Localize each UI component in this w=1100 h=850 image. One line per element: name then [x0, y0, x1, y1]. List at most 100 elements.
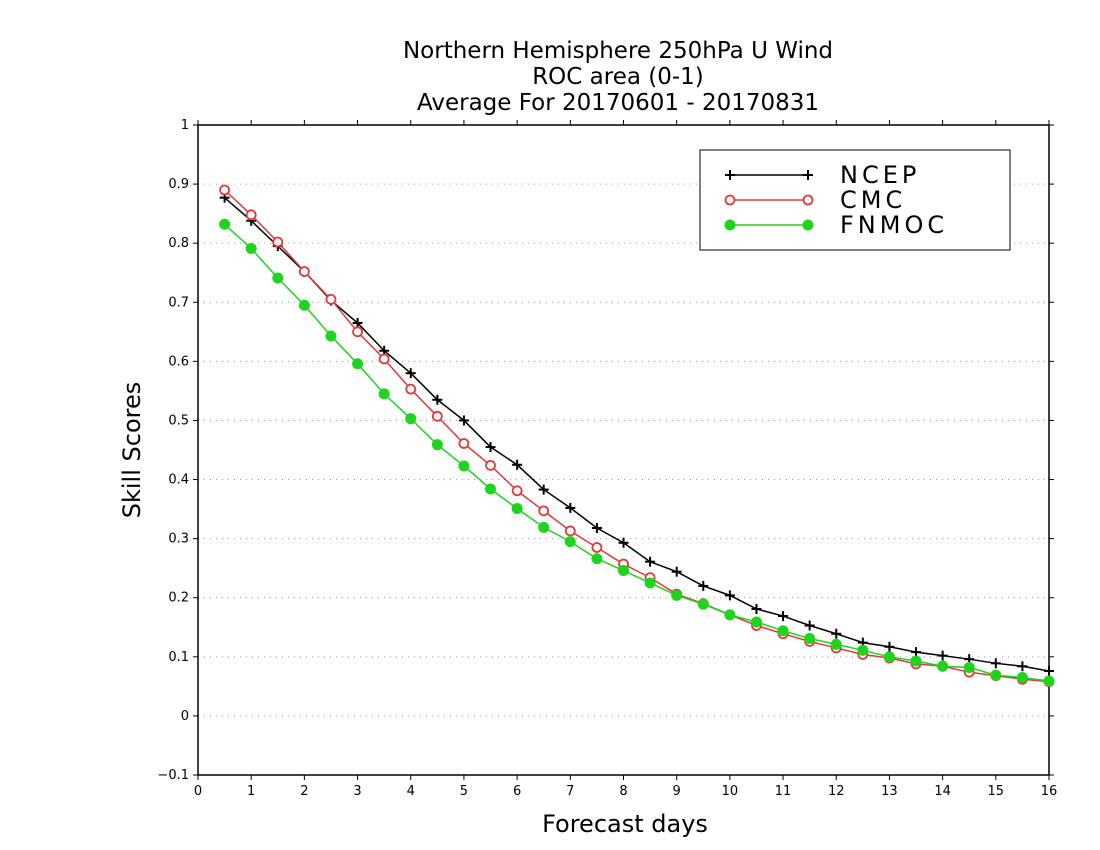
series-fnmoc: [219, 218, 1055, 687]
data-point-fnmoc: [671, 589, 683, 601]
data-point-fnmoc: [219, 218, 231, 230]
data-point-fnmoc: [963, 661, 975, 673]
x-tick-label: 9: [673, 784, 681, 799]
data-point-ncep: [538, 484, 549, 495]
y-axis-label: Skill Scores: [118, 382, 146, 519]
legend-marker-fnmoc: [724, 219, 736, 231]
data-point-ncep: [352, 317, 363, 328]
data-point-ncep: [591, 523, 602, 533]
x-tick-label: 4: [407, 784, 415, 799]
chart-title: Northern Hemisphere 250hPa U Wind ROC ar…: [403, 38, 833, 116]
data-point-cmc: [378, 353, 390, 365]
data-point-cmc: [458, 438, 470, 449]
y-tick-label: −0.1: [157, 768, 189, 783]
data-point-cmc: [431, 410, 443, 422]
series-lines: [219, 184, 1055, 688]
data-point-ncep: [751, 603, 762, 614]
legend-label-fnmoc: FNMOC: [840, 211, 948, 239]
data-point-cmc: [564, 525, 576, 537]
data-point-ncep: [884, 641, 895, 652]
data-point-cmc: [272, 236, 284, 248]
data-point-fnmoc: [378, 388, 390, 400]
legend-item-fnmoc: FNMOC: [724, 211, 948, 239]
data-point-ncep: [778, 611, 789, 622]
data-point-fnmoc: [777, 625, 789, 637]
data-point-fnmoc: [564, 536, 576, 548]
data-point-fnmoc: [591, 553, 603, 565]
data-point-ncep: [618, 537, 629, 548]
data-point-cmc: [298, 266, 310, 277]
data-point-ncep: [645, 556, 656, 567]
data-point-fnmoc: [298, 299, 310, 311]
legend-label-ncep: NCEP: [840, 161, 920, 189]
data-point-ncep: [804, 620, 815, 631]
data-point-ncep: [724, 590, 735, 601]
data-point-cmc: [219, 184, 230, 196]
x-tick-label: 13: [881, 784, 898, 799]
legend-marker-cmc: [802, 194, 814, 206]
grid: [198, 183, 1049, 717]
data-point-fnmoc: [511, 503, 523, 514]
data-point-fnmoc: [697, 598, 709, 610]
x-tick-label: 8: [619, 784, 627, 799]
legend-marker-ncep: [803, 170, 813, 180]
data-point-fnmoc: [458, 460, 470, 472]
legend-item-ncep: NCEP: [725, 161, 920, 189]
data-point-fnmoc: [431, 439, 443, 451]
data-point-cmc: [485, 459, 496, 471]
data-point-fnmoc: [883, 651, 895, 663]
data-point-fnmoc: [538, 521, 550, 533]
data-point-fnmoc: [352, 358, 364, 370]
data-point-ncep: [937, 650, 948, 661]
series-line-fnmoc: [224, 223, 1050, 682]
y-tick-label: 1: [181, 118, 189, 133]
data-point-fnmoc: [1016, 672, 1028, 683]
data-point-fnmoc: [990, 669, 1002, 681]
data-point-ncep: [512, 459, 523, 470]
data-point-fnmoc: [750, 616, 762, 628]
x-tick-label: 11: [775, 784, 792, 799]
data-point-ncep: [990, 658, 1001, 669]
data-point-fnmoc: [405, 413, 417, 425]
data-point-ncep: [831, 628, 842, 639]
x-axis-label: Forecast days: [542, 810, 708, 838]
data-point-ncep: [458, 415, 469, 426]
series-cmc: [219, 184, 1055, 688]
chart-title-line-3: Average For 20170601 - 20170831: [417, 90, 819, 116]
data-point-fnmoc: [724, 609, 736, 621]
data-point-fnmoc: [644, 577, 656, 589]
y-tick-label: 0.6: [168, 354, 189, 369]
chart-title-line-1: Northern Hemisphere 250hPa U Wind: [403, 38, 833, 64]
y-tick-label: 0.4: [168, 473, 189, 488]
y-tick-label: 0: [181, 709, 189, 724]
y-tick-label: 0.1: [168, 650, 189, 665]
data-point-ncep: [698, 580, 709, 591]
legend-marker-ncep: [725, 170, 735, 180]
y-axis: −0.1 0 0.1 0.2 0.3 0.4 0.5 0.6 0.7 0.8 0.9 1: [157, 118, 1054, 783]
x-tick-label: 7: [566, 784, 574, 799]
y-tick-label: 0.8: [168, 236, 189, 251]
series-line-cmc: [224, 189, 1050, 683]
data-point-ncep: [1044, 666, 1054, 676]
x-tick-label: 3: [353, 784, 361, 799]
data-point-cmc: [405, 383, 417, 395]
y-tick-label: 0.2: [168, 591, 189, 606]
data-point-fnmoc: [804, 633, 816, 644]
data-point-ncep: [671, 566, 682, 577]
chart-title-line-2: ROC area (0-1): [532, 64, 704, 90]
legend-item-cmc: CMC: [724, 186, 902, 214]
data-point-fnmoc: [830, 638, 842, 650]
data-point-fnmoc: [1043, 675, 1055, 687]
data-point-cmc: [511, 485, 523, 497]
x-tick-label: 16: [1041, 784, 1058, 799]
series-line-ncep: [224, 197, 1050, 672]
data-point-fnmoc: [857, 644, 869, 656]
y-tick-label: 0.3: [168, 532, 189, 547]
x-tick-label: 0: [194, 784, 202, 799]
data-point-ncep: [485, 442, 496, 453]
x-tick-label: 10: [722, 784, 739, 799]
y-tick-label: 0.7: [168, 295, 189, 310]
data-point-cmc: [325, 293, 337, 305]
